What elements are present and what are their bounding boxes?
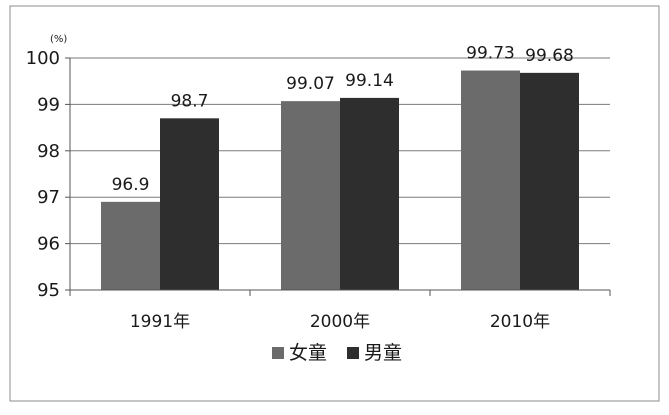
- x-category-labels: 1991年 2000年 2010年: [130, 312, 550, 332]
- bar-boys: [340, 97, 399, 291]
- x-category-label: 1991年: [130, 312, 190, 332]
- legend-label: 女童: [289, 342, 327, 364]
- legend: 女童 男童: [272, 342, 402, 364]
- y-tick-label: 97: [37, 187, 60, 208]
- data-label: 99.07: [286, 74, 335, 94]
- x-category-label: 2010年: [490, 312, 550, 332]
- x-category-label: 2000年: [310, 312, 370, 332]
- data-label: 99.73: [466, 44, 515, 64]
- y-tick-label: 98: [37, 141, 60, 162]
- y-unit-label: (%): [50, 34, 67, 45]
- legend-swatch: [347, 347, 359, 359]
- legend-label: 男童: [364, 342, 402, 364]
- bar-girls: [281, 101, 340, 290]
- y-tick-label: 100: [26, 48, 60, 69]
- data-label: 99.68: [525, 46, 574, 66]
- data-label: 99.14: [345, 71, 394, 91]
- data-label: 96.9: [112, 175, 150, 195]
- y-tick-labels: 95 96 97 98 99 100: [26, 48, 60, 301]
- bar-boys: [160, 118, 219, 290]
- y-tick-label: 96: [37, 234, 60, 255]
- bar-girls: [461, 70, 520, 290]
- y-tick-label: 99: [37, 94, 60, 115]
- axes: [69, 58, 610, 291]
- bar-boys: [520, 72, 579, 291]
- legend-swatch: [272, 347, 284, 359]
- bars: [101, 70, 579, 291]
- data-labels: 96.9 98.7 99.07 99.14 99.73 99.68: [112, 44, 574, 195]
- y-tick-label: 95: [37, 280, 60, 301]
- bar-girls: [101, 201, 160, 290]
- data-label: 98.7: [171, 91, 209, 111]
